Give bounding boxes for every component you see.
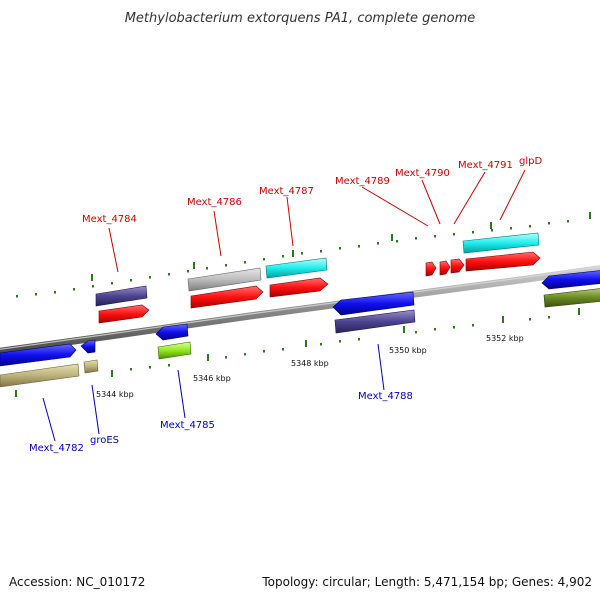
gene-label-mext-4784[interactable]: Mext_4784 — [82, 214, 137, 225]
ruler-label-5348: 5348 kbp — [291, 359, 329, 368]
gene-arrow[interactable] — [425, 261, 437, 277]
genes-lower — [0, 270, 600, 388]
gene-arrow[interactable] — [80, 339, 96, 354]
gene-feature[interactable] — [83, 359, 99, 374]
gene-label-mext-4791[interactable]: Mext_4791 — [458, 160, 513, 171]
leader-line — [361, 186, 429, 227]
leader-line — [213, 210, 222, 257]
gene-label-glpd[interactable]: glpD — [519, 156, 542, 167]
gene-label-mext-4785[interactable]: Mext_4785 — [160, 420, 215, 431]
genome-summary-text: Topology: circular; Length: 5,471,154 bp… — [261, 575, 592, 589]
leader-line — [499, 169, 526, 221]
gene-feature[interactable] — [187, 267, 262, 292]
gene-arrow[interactable] — [439, 260, 451, 276]
leader-line — [421, 179, 441, 225]
ruler-label-5346: 5346 kbp — [193, 374, 231, 383]
ruler-label-5350: 5350 kbp — [389, 346, 427, 355]
genome-backbone — [0, 265, 600, 355]
leader-line — [286, 196, 294, 247]
gene-label-mext-4782[interactable]: Mext_4782 — [29, 443, 84, 454]
gene-arrow[interactable] — [541, 270, 600, 290]
gene-arrow[interactable] — [465, 251, 541, 272]
leader-line — [108, 227, 119, 273]
gene-feature[interactable] — [0, 363, 80, 388]
leader-line — [91, 384, 100, 435]
gene-feature[interactable] — [157, 341, 192, 360]
bottom-gene-labels: Mext_4782 groES Mext_4785 Mext_4788 — [29, 391, 413, 454]
gene-label-groes[interactable]: groES — [90, 435, 119, 446]
gene-feature[interactable] — [95, 285, 148, 307]
gene-arrow[interactable] — [450, 258, 465, 274]
top-gene-labels: Mext_4784 Mext_4786 Mext_4787 Mext_4789 … — [82, 156, 542, 225]
gene-arrow[interactable] — [269, 277, 329, 298]
gene-feature[interactable] — [543, 288, 600, 308]
gene-label-mext-4790[interactable]: Mext_4790 — [395, 168, 450, 179]
leader-line — [42, 397, 56, 442]
accession-text: Accession: NC_010172 — [9, 575, 145, 589]
top-leader-lines — [108, 169, 526, 273]
page-title: Methylobacterium extorquens PA1, complet… — [125, 11, 476, 26]
gene-label-mext-4788[interactable]: Mext_4788 — [358, 391, 413, 402]
gene-feature[interactable] — [334, 309, 416, 334]
ruler-label-5344: 5344 kbp — [96, 390, 134, 399]
gene-feature[interactable] — [462, 232, 540, 254]
gene-arrow[interactable] — [155, 323, 189, 341]
ruler-label-5352: 5352 kbp — [486, 334, 524, 343]
leader-line — [377, 343, 385, 391]
genes-upper — [95, 232, 541, 324]
leader-line — [177, 369, 186, 419]
leader-line — [453, 171, 486, 225]
bottom-leader-lines — [42, 343, 385, 442]
gene-label-mext-4786[interactable]: Mext_4786 — [187, 197, 242, 208]
gene-label-mext-4789[interactable]: Mext_4789 — [335, 176, 390, 187]
gene-feature[interactable] — [265, 257, 328, 279]
gene-arrow[interactable] — [190, 285, 264, 309]
gene-arrow[interactable] — [98, 304, 150, 324]
backbone-highlight — [0, 266, 600, 350]
gene-arrow[interactable] — [332, 291, 415, 316]
gene-label-mext-4787[interactable]: Mext_4787 — [259, 186, 314, 197]
gene-arrow[interactable] — [0, 343, 77, 367]
ruler-upper — [16, 212, 591, 298]
